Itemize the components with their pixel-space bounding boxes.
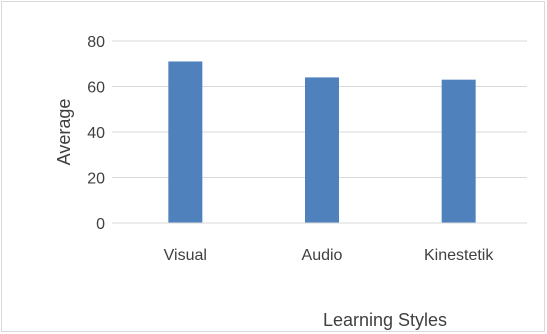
y-tick-label-80: 80 — [87, 34, 105, 51]
tick-labels: 0 20 40 60 80 Visual Audio Kinestetik — [87, 34, 494, 264]
axes — [112, 40, 527, 224]
x-tick-label-audio: Audio — [302, 247, 343, 264]
y-axis-title: Average — [54, 99, 74, 166]
x-axis-title: Learning Styles — [323, 310, 447, 330]
x-tick-label-visual: Visual — [164, 247, 207, 264]
y-tick-label-0: 0 — [96, 216, 105, 233]
bar-kinestetik — [441, 79, 476, 223]
x-tick-label-kinestetik: Kinestetik — [424, 247, 494, 264]
bar-audio — [305, 77, 339, 224]
bars — [168, 61, 476, 224]
y-tick-label-40: 40 — [87, 125, 105, 142]
bar-visual — [168, 61, 203, 223]
y-tick-label-20: 20 — [87, 171, 105, 188]
y-tick-label-60: 60 — [87, 80, 105, 97]
